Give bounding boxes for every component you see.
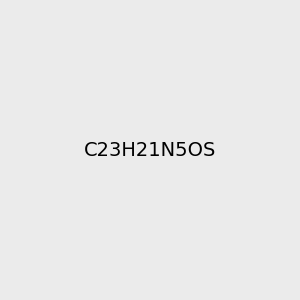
Text: C23H21N5OS: C23H21N5OS: [84, 140, 216, 160]
